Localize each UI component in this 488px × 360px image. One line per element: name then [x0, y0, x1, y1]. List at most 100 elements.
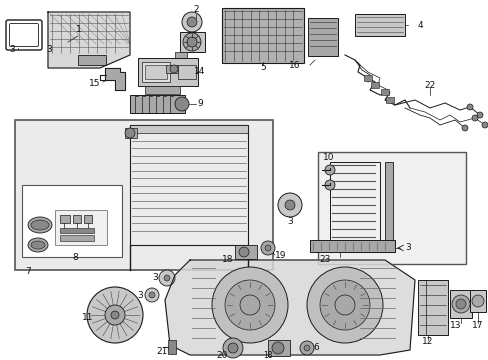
Text: 20: 20 — [216, 351, 227, 360]
Bar — [168, 340, 176, 354]
Bar — [380, 89, 388, 95]
Circle shape — [145, 288, 159, 302]
Bar — [60, 228, 94, 233]
Circle shape — [319, 280, 369, 330]
Circle shape — [239, 247, 248, 257]
Circle shape — [186, 37, 197, 47]
Bar — [370, 82, 378, 88]
Circle shape — [182, 12, 202, 32]
Text: 15: 15 — [89, 80, 101, 89]
Text: 5: 5 — [260, 63, 265, 72]
Bar — [363, 75, 371, 81]
Bar — [309, 240, 394, 252]
Circle shape — [261, 241, 274, 255]
Circle shape — [227, 343, 238, 353]
Text: 9: 9 — [197, 99, 203, 108]
Circle shape — [111, 311, 119, 319]
Bar — [125, 128, 137, 138]
Bar — [145, 86, 180, 94]
Text: 8: 8 — [72, 253, 78, 262]
Text: 6: 6 — [312, 343, 318, 352]
Text: 7: 7 — [25, 267, 31, 276]
Text: 3: 3 — [404, 243, 410, 252]
Circle shape — [325, 180, 334, 190]
Bar — [130, 95, 184, 113]
Ellipse shape — [31, 241, 45, 249]
Bar — [384, 162, 392, 252]
Text: 19: 19 — [275, 251, 286, 260]
Ellipse shape — [28, 217, 52, 233]
Text: 11: 11 — [82, 314, 94, 323]
Bar — [469, 290, 485, 312]
Circle shape — [451, 295, 469, 313]
Circle shape — [125, 128, 135, 138]
Text: 3: 3 — [152, 274, 158, 283]
Bar — [354, 14, 404, 36]
Circle shape — [149, 292, 155, 298]
Bar — [130, 125, 247, 133]
Circle shape — [224, 280, 274, 330]
Text: 18: 18 — [263, 351, 272, 360]
Text: 21: 21 — [156, 347, 167, 356]
Polygon shape — [164, 260, 414, 355]
Bar — [55, 210, 107, 245]
Ellipse shape — [31, 220, 49, 230]
Text: 3: 3 — [286, 217, 292, 226]
Bar — [84, 215, 92, 223]
Bar — [329, 162, 379, 252]
Bar — [130, 125, 247, 245]
Text: 13: 13 — [449, 320, 461, 329]
Bar — [307, 18, 337, 56]
Text: 16: 16 — [289, 60, 300, 69]
Circle shape — [163, 275, 170, 281]
Bar — [145, 65, 167, 79]
Text: 22: 22 — [424, 81, 435, 90]
Circle shape — [271, 342, 284, 354]
Bar — [78, 55, 106, 65]
Circle shape — [455, 299, 465, 309]
Text: 4: 4 — [416, 21, 422, 30]
Circle shape — [471, 295, 483, 307]
Bar — [235, 245, 257, 259]
Bar — [73, 215, 81, 223]
Circle shape — [466, 104, 472, 110]
Circle shape — [299, 341, 313, 355]
Text: 14: 14 — [194, 68, 205, 77]
Circle shape — [105, 305, 125, 325]
Text: 12: 12 — [422, 338, 433, 346]
Bar — [142, 62, 170, 82]
Circle shape — [306, 267, 382, 343]
Text: 3: 3 — [137, 291, 142, 300]
Circle shape — [212, 267, 287, 343]
Text: 2: 2 — [193, 5, 199, 14]
Circle shape — [170, 65, 178, 73]
Circle shape — [481, 122, 487, 128]
Text: 23: 23 — [319, 256, 330, 265]
Text: 3: 3 — [46, 45, 52, 54]
Circle shape — [159, 270, 175, 286]
Bar — [449, 290, 471, 318]
Circle shape — [471, 115, 477, 121]
Circle shape — [476, 112, 482, 118]
Circle shape — [264, 245, 270, 251]
Text: 3: 3 — [9, 45, 15, 54]
Bar — [165, 65, 178, 73]
Circle shape — [461, 125, 467, 131]
Bar — [22, 185, 122, 257]
Bar — [180, 32, 204, 52]
Bar — [385, 97, 393, 103]
Circle shape — [304, 345, 309, 351]
Polygon shape — [105, 68, 125, 90]
Circle shape — [87, 287, 142, 343]
Bar — [15, 120, 272, 270]
Bar — [222, 8, 304, 63]
Circle shape — [278, 193, 302, 217]
Bar — [138, 58, 198, 86]
Circle shape — [325, 165, 334, 175]
Bar — [60, 215, 70, 223]
Circle shape — [183, 33, 201, 51]
Bar — [317, 152, 465, 264]
Circle shape — [334, 295, 354, 315]
Text: 1: 1 — [76, 26, 81, 35]
Polygon shape — [48, 12, 130, 68]
